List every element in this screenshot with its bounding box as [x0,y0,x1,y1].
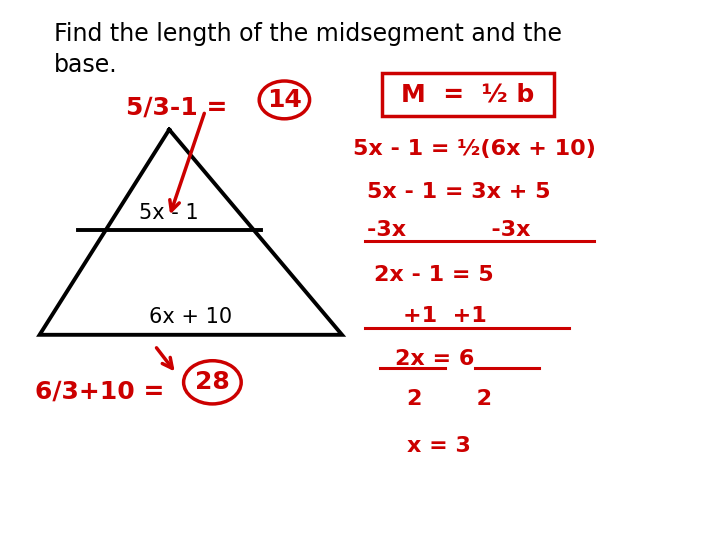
Text: 2       2: 2 2 [407,388,492,409]
Text: x = 3: x = 3 [407,435,471,456]
Text: 5x - 1 = 3x + 5: 5x - 1 = 3x + 5 [367,181,551,202]
Text: Find the length of the midsegment and the
base.: Find the length of the midsegment and th… [54,22,562,77]
Text: +1  +1: +1 +1 [403,306,487,326]
Text: -3x           -3x: -3x -3x [367,219,531,240]
Text: 14: 14 [267,88,302,112]
Text: 6x + 10: 6x + 10 [149,307,233,327]
Text: 2x - 1 = 5: 2x - 1 = 5 [374,265,494,286]
Text: 5∕3-1 =: 5∕3-1 = [126,96,236,120]
Text: 2x = 6: 2x = 6 [395,349,474,369]
Text: 5x - 1 = ½(6x + 10): 5x - 1 = ½(6x + 10) [353,138,595,159]
Text: M  =  ½ b: M = ½ b [401,83,535,106]
Text: 6∕3+10 =: 6∕3+10 = [35,380,173,403]
FancyBboxPatch shape [382,73,554,116]
Text: 5x - 1: 5x - 1 [140,203,199,223]
Text: 28: 28 [195,370,230,394]
